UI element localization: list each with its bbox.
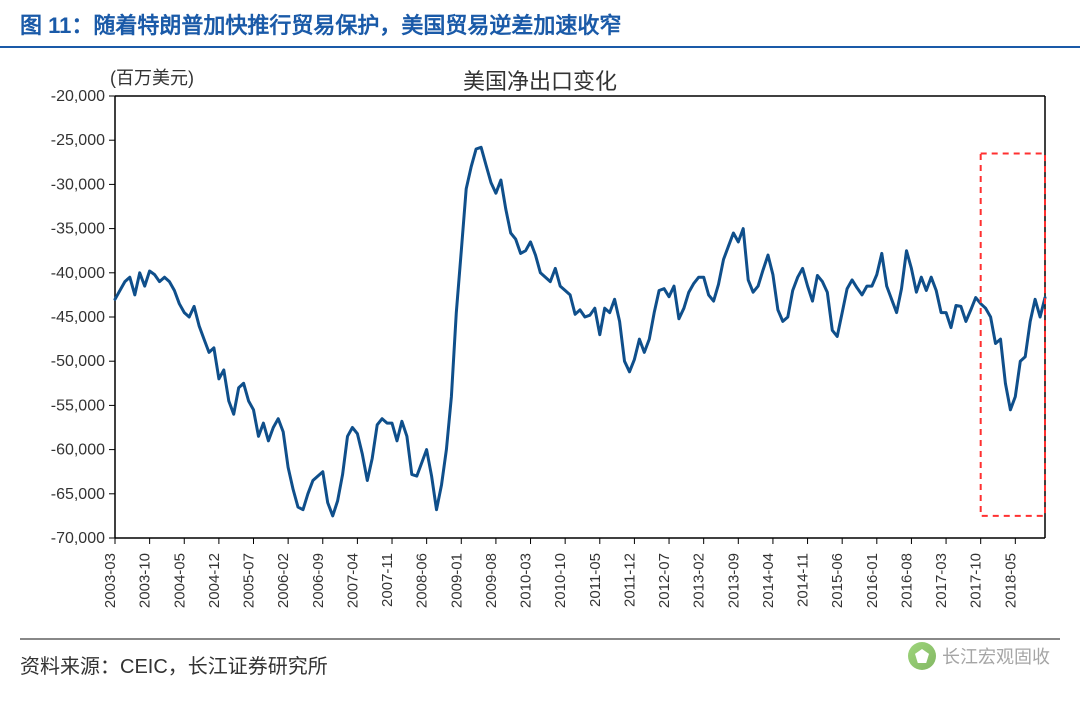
x-tick-label: 2004-12: [206, 553, 223, 608]
svg-text:-30,000: -30,000: [51, 176, 105, 193]
x-tick-label: 2013-09: [725, 553, 742, 608]
svg-text:-20,000: -20,000: [51, 88, 105, 105]
x-tick-label: 2012-07: [656, 553, 673, 608]
x-tick-label: 2014-04: [760, 553, 777, 608]
svg-text:-40,000: -40,000: [51, 265, 105, 282]
x-tick-label: 2015-06: [829, 553, 846, 608]
x-tick-label: 2006-02: [275, 553, 292, 608]
wechat-icon: [908, 642, 936, 670]
svg-text:-50,000: -50,000: [51, 353, 105, 370]
svg-text:-55,000: -55,000: [51, 397, 105, 414]
svg-text:-60,000: -60,000: [51, 442, 105, 459]
source-prefix: 资料来源：: [20, 656, 120, 678]
x-tick-label: 2007-04: [344, 553, 361, 608]
figure-container: 图 11：随着特朗普加快推行贸易保护，美国贸易逆差加速收窄 (百万美元) 美国净…: [0, 0, 1080, 706]
x-tick-label: 2010-10: [552, 553, 569, 608]
x-tick-label: 2018-05: [1002, 553, 1019, 608]
x-tick-label: 2011-12: [621, 553, 638, 607]
x-tick-label: 2014-11: [795, 553, 812, 607]
x-tick-label: 2006-09: [310, 553, 327, 608]
figure-title: 图 11：随着特朗普加快推行贸易保护，美国贸易逆差加速收窄: [20, 8, 1060, 40]
svg-text:-70,000: -70,000: [51, 530, 105, 547]
x-tick-label: 2013-02: [691, 553, 708, 608]
source-text: CEIC，长江证券研究所: [120, 656, 328, 678]
x-tick-label: 2017-03: [933, 553, 950, 608]
x-tick-label: 2011-05: [587, 553, 604, 607]
x-tick-label: 2009-01: [448, 553, 465, 608]
x-tick-label: 2010-03: [518, 553, 535, 608]
x-tick-label: 2017-10: [968, 553, 985, 608]
watermark: 长江宏观固收: [908, 642, 1050, 670]
watermark-text: 长江宏观固收: [942, 643, 1050, 669]
chart-area: (百万美元) 美国净出口变化 -20,000-25,000-30,000-35,…: [20, 58, 1060, 638]
title-bar: 图 11：随着特朗普加快推行贸易保护，美国贸易逆差加速收窄: [0, 0, 1080, 48]
x-tick-label: 2016-08: [898, 553, 915, 608]
svg-text:-35,000: -35,000: [51, 221, 105, 238]
x-tick-label: 2003-10: [137, 553, 154, 608]
x-tick-label: 2009-08: [483, 553, 500, 608]
x-tick-label: 2004-05: [171, 553, 188, 608]
x-tick-label: 2003-03: [102, 553, 119, 608]
x-tick-label: 2005-07: [241, 553, 258, 608]
svg-text:-65,000: -65,000: [51, 486, 105, 503]
x-tick-label: 2008-06: [414, 553, 431, 608]
svg-text:-45,000: -45,000: [51, 309, 105, 326]
x-tick-label: 2007-11: [379, 553, 396, 607]
svg-text:-25,000: -25,000: [51, 132, 105, 149]
x-tick-label: 2016-01: [864, 553, 881, 608]
chart-svg: -20,000 -25,000 -30,000 -35,000 -40,000 -45,0…: [20, 58, 1060, 638]
